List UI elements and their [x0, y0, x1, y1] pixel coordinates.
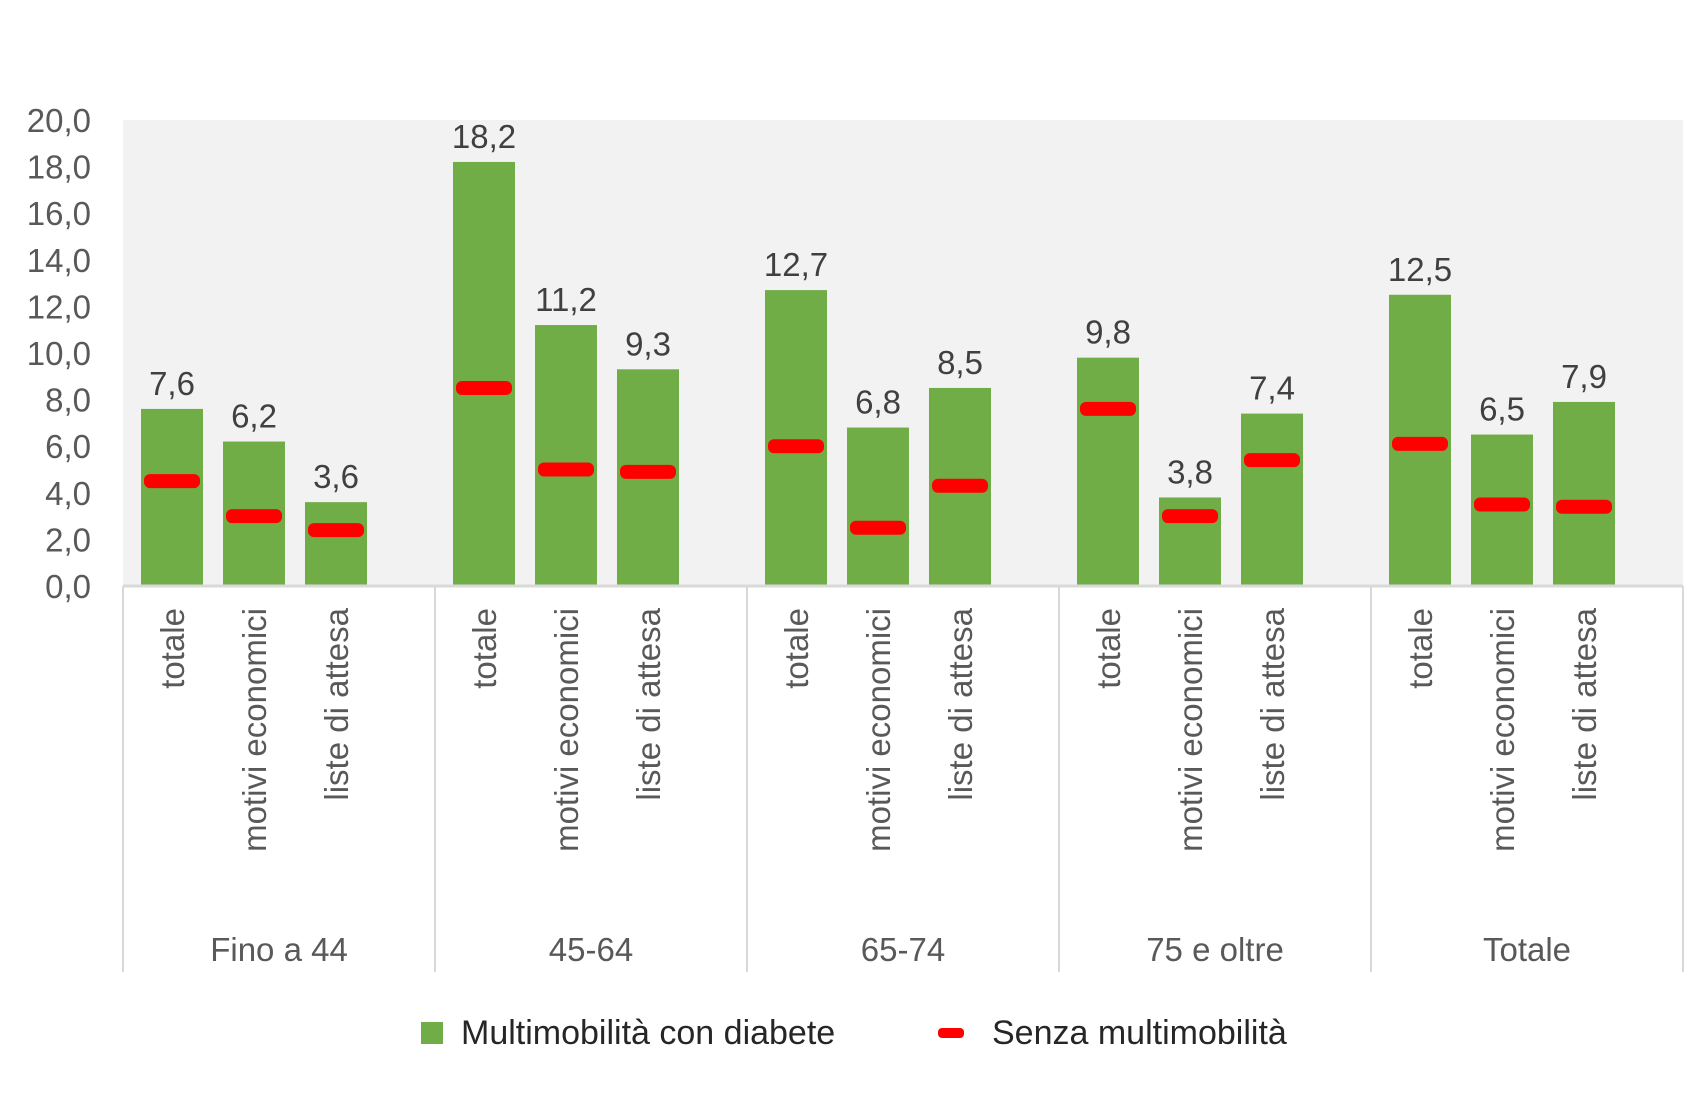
y-tick-label: 4,0	[45, 475, 91, 512]
marker	[620, 464, 676, 479]
bar-data-label: 6,5	[1479, 391, 1525, 428]
category-label: liste di attesa	[318, 607, 355, 800]
y-tick-label: 10,0	[27, 335, 91, 372]
bar-data-label: 7,9	[1561, 358, 1607, 395]
x-axis: Fino a 44 totale motivi economici liste di …	[122, 584, 1684, 972]
marker	[456, 380, 512, 395]
bar-data-label: 9,3	[625, 325, 671, 362]
bar	[1077, 357, 1139, 586]
category-label: motivi economici	[548, 608, 585, 852]
bar-data-label: 9,8	[1085, 314, 1131, 351]
bar-data-label: 18,2	[452, 118, 516, 155]
marker	[768, 439, 824, 454]
bar-data-label: 6,8	[855, 384, 901, 421]
group-label: 75 e oltre	[1146, 931, 1284, 968]
y-tick-label: 20,0	[27, 102, 91, 139]
category-label: liste di attesa	[942, 607, 979, 800]
y-tick-label: 18,0	[27, 149, 91, 186]
legend-label-marker: Senza multimobilità	[992, 1014, 1287, 1052]
marker	[1080, 401, 1136, 416]
category-label: motivi economici	[236, 608, 273, 852]
bar-data-label: 7,6	[149, 365, 195, 402]
bar	[1553, 401, 1615, 586]
category-label: liste di attesa	[1254, 607, 1291, 800]
marker	[1392, 436, 1448, 451]
marker	[538, 462, 594, 477]
bar-data-label: 11,2	[535, 281, 597, 318]
category-label: totale	[778, 608, 815, 689]
category-label: liste di attesa	[1566, 607, 1603, 800]
marker	[308, 523, 364, 538]
marker	[932, 478, 988, 493]
bar-data-label: 3,6	[313, 458, 359, 495]
category-label: totale	[1090, 608, 1127, 689]
marker	[1556, 499, 1612, 514]
bar	[453, 161, 515, 586]
bar-data-label: 3,8	[1167, 453, 1213, 490]
y-tick-label: 12,0	[27, 288, 91, 325]
bar	[535, 325, 597, 586]
y-tick-label: 2,0	[45, 521, 91, 558]
category-label: liste di attesa	[630, 607, 667, 800]
bar	[847, 427, 909, 586]
bar	[141, 408, 203, 586]
marker	[1474, 497, 1530, 512]
category-label: totale	[1402, 608, 1439, 689]
y-tick-label: 0,0	[45, 568, 91, 605]
legend-label-bar: Multimobilità con diabete	[461, 1014, 835, 1052]
legend: Multimobilità con diabete Senza multimob…	[421, 1014, 1287, 1052]
bar	[765, 290, 827, 586]
marker	[1162, 509, 1218, 524]
bar-data-label: 6,2	[231, 398, 277, 435]
category-label: totale	[154, 608, 191, 689]
marker	[850, 520, 906, 535]
markers-layer	[144, 380, 1612, 538]
y-tick-label: 14,0	[27, 242, 91, 279]
bars-layer	[141, 161, 1615, 586]
category-label: totale	[466, 608, 503, 689]
category-label: motivi economici	[860, 608, 897, 852]
legend-swatch-marker	[938, 1028, 964, 1038]
y-tick-label: 16,0	[27, 195, 91, 232]
marker	[1244, 453, 1300, 468]
bar-data-label: 8,5	[937, 344, 983, 381]
bar-data-label: 12,5	[1388, 251, 1452, 288]
category-label: motivi economici	[1484, 608, 1521, 852]
group-label: 65-74	[861, 931, 945, 968]
group-label: Totale	[1483, 931, 1571, 968]
bar-data-label: 7,4	[1249, 370, 1295, 407]
data-labels-layer: 7,6 6,2 3,6 18,2 11,2 9,3 12,7 6,8 8,5 9,8 3,8 7,4 1…	[149, 118, 1607, 495]
category-label: motivi economici	[1172, 608, 1209, 852]
legend-swatch-bar	[421, 1022, 443, 1044]
marker	[144, 474, 200, 489]
bar-data-label: 12,7	[764, 246, 828, 283]
group-label: 45-64	[549, 931, 633, 968]
y-axis: 0,0 2,0 4,0 6,0 8,0 10,0 12,0 14,0 16,0 18,0 20,0	[27, 102, 91, 605]
y-tick-label: 6,0	[45, 428, 91, 465]
bar	[305, 502, 367, 586]
y-tick-label: 8,0	[45, 382, 91, 419]
marker	[226, 509, 282, 524]
bar	[1241, 413, 1303, 586]
group-label: Fino a 44	[210, 931, 348, 968]
